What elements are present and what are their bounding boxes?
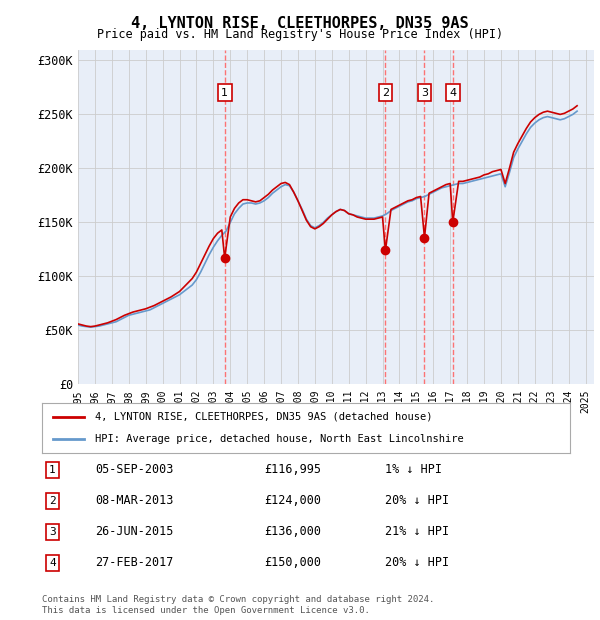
Text: HPI: Average price, detached house, North East Lincolnshire: HPI: Average price, detached house, Nort… [95,434,464,444]
Text: 1: 1 [221,88,228,98]
Text: 05-SEP-2003: 05-SEP-2003 [95,464,173,476]
Text: 20% ↓ HPI: 20% ↓ HPI [385,495,449,507]
Text: Contains HM Land Registry data © Crown copyright and database right 2024.
This d: Contains HM Land Registry data © Crown c… [42,595,434,614]
Text: £150,000: £150,000 [264,557,321,569]
Text: 08-MAR-2013: 08-MAR-2013 [95,495,173,507]
Text: 2: 2 [49,496,56,506]
Text: 26-JUN-2015: 26-JUN-2015 [95,526,173,538]
Text: 2: 2 [382,88,389,98]
Text: 3: 3 [49,527,56,537]
Text: 4: 4 [49,558,56,568]
Text: £124,000: £124,000 [264,495,321,507]
Text: 4: 4 [449,88,456,98]
Text: 4, LYNTON RISE, CLEETHORPES, DN35 9AS: 4, LYNTON RISE, CLEETHORPES, DN35 9AS [131,16,469,30]
Text: 4, LYNTON RISE, CLEETHORPES, DN35 9AS (detached house): 4, LYNTON RISE, CLEETHORPES, DN35 9AS (d… [95,412,432,422]
Text: 21% ↓ HPI: 21% ↓ HPI [385,526,449,538]
Text: £116,995: £116,995 [264,464,321,476]
Text: £136,000: £136,000 [264,526,321,538]
Text: 3: 3 [421,88,428,98]
Text: 1% ↓ HPI: 1% ↓ HPI [385,464,442,476]
Text: Price paid vs. HM Land Registry's House Price Index (HPI): Price paid vs. HM Land Registry's House … [97,28,503,41]
Text: 27-FEB-2017: 27-FEB-2017 [95,557,173,569]
Text: 20% ↓ HPI: 20% ↓ HPI [385,557,449,569]
Text: 1: 1 [49,465,56,475]
